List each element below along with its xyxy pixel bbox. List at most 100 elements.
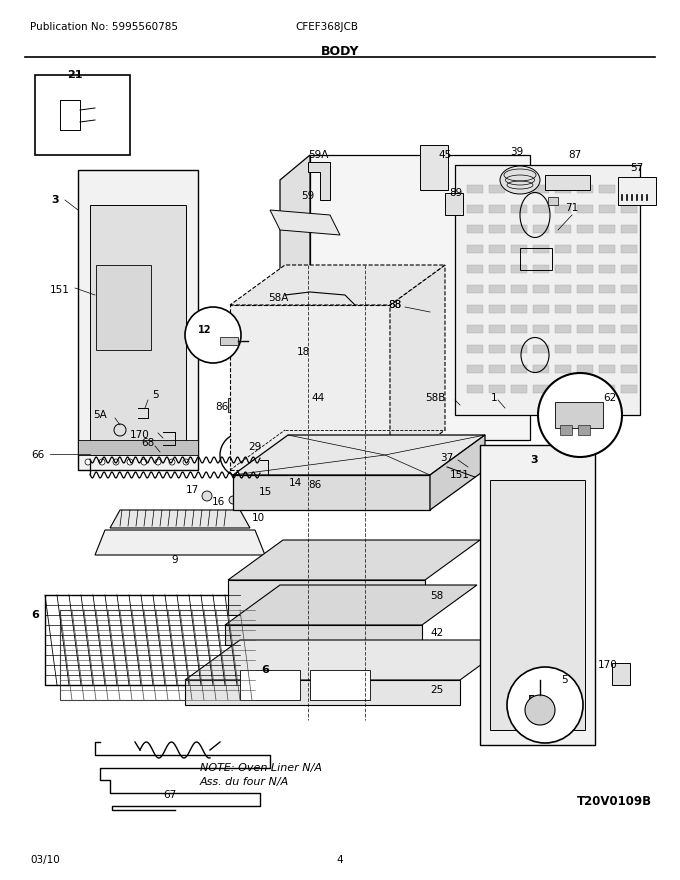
Text: 59: 59 <box>301 191 315 201</box>
Bar <box>599 305 615 313</box>
Text: 10: 10 <box>252 513 265 523</box>
Text: 44: 44 <box>311 393 324 403</box>
Text: 58: 58 <box>430 591 443 601</box>
Bar <box>533 325 549 333</box>
Text: 151: 151 <box>450 470 470 480</box>
Bar <box>599 185 615 193</box>
Bar <box>577 365 593 373</box>
Bar <box>467 285 483 293</box>
Bar <box>599 345 615 353</box>
Text: CFEF368JCB: CFEF368JCB <box>295 22 358 32</box>
Bar <box>533 185 549 193</box>
Bar <box>489 185 505 193</box>
Bar <box>533 305 549 313</box>
Bar <box>225 625 422 645</box>
Polygon shape <box>185 640 515 680</box>
Bar <box>511 285 527 293</box>
Circle shape <box>202 491 212 501</box>
Text: 86: 86 <box>216 402 228 412</box>
Bar <box>618 177 656 205</box>
Bar <box>511 385 527 393</box>
Text: 25: 25 <box>430 685 443 695</box>
Bar <box>577 285 593 293</box>
Text: 29: 29 <box>248 442 262 452</box>
Text: 12: 12 <box>199 325 211 335</box>
Text: 170: 170 <box>130 430 150 440</box>
Bar <box>621 305 637 313</box>
Circle shape <box>183 459 189 465</box>
Text: 170: 170 <box>598 660 618 670</box>
Bar <box>621 205 637 213</box>
Bar <box>467 265 483 273</box>
Bar <box>599 325 615 333</box>
Bar <box>555 205 571 213</box>
Bar <box>78 170 198 470</box>
Bar <box>232 446 244 462</box>
Bar <box>533 345 549 353</box>
Polygon shape <box>233 435 485 475</box>
Text: 18: 18 <box>296 347 309 357</box>
Bar <box>555 245 571 253</box>
Text: 5: 5 <box>152 390 158 400</box>
Text: 59A: 59A <box>308 150 328 160</box>
Bar <box>599 385 615 393</box>
Text: 3: 3 <box>530 455 538 465</box>
Polygon shape <box>228 540 480 580</box>
Bar <box>455 165 640 415</box>
Circle shape <box>155 459 161 465</box>
Text: 88: 88 <box>388 300 402 310</box>
Polygon shape <box>230 265 445 305</box>
Bar <box>467 225 483 233</box>
Text: BODY: BODY <box>321 45 359 58</box>
Text: 6: 6 <box>261 665 269 675</box>
Text: Ass. du four N/A: Ass. du four N/A <box>200 777 289 787</box>
Bar <box>577 345 593 353</box>
Text: 89: 89 <box>449 188 462 198</box>
Ellipse shape <box>500 166 540 194</box>
Text: 45: 45 <box>439 150 452 160</box>
Bar <box>560 425 572 435</box>
Bar <box>533 285 549 293</box>
Bar <box>489 265 505 273</box>
Bar <box>533 225 549 233</box>
Text: 37: 37 <box>441 453 454 463</box>
Bar <box>555 365 571 373</box>
Text: Publication No: 5995560785: Publication No: 5995560785 <box>30 22 178 32</box>
Bar <box>489 205 505 213</box>
Bar <box>599 245 615 253</box>
Bar <box>511 265 527 273</box>
Bar <box>621 285 637 293</box>
Bar <box>420 145 448 190</box>
Circle shape <box>185 307 241 363</box>
Bar <box>533 365 549 373</box>
Bar <box>599 265 615 273</box>
Bar <box>555 385 571 393</box>
Bar <box>599 205 615 213</box>
Bar <box>511 185 527 193</box>
Text: 66: 66 <box>31 450 45 460</box>
Bar <box>533 205 549 213</box>
Circle shape <box>99 459 105 465</box>
Bar <box>489 225 505 233</box>
Bar <box>489 245 505 253</box>
Bar <box>621 365 637 373</box>
Text: 5A: 5A <box>528 695 543 705</box>
Text: 5A: 5A <box>93 410 107 420</box>
Text: 03/10: 03/10 <box>30 855 60 865</box>
Bar <box>310 155 530 440</box>
Polygon shape <box>110 510 250 528</box>
Text: 71: 71 <box>565 203 579 213</box>
Bar <box>545 175 590 190</box>
Bar <box>621 225 637 233</box>
Bar <box>480 445 595 745</box>
Text: 1: 1 <box>491 393 497 403</box>
Text: 42: 42 <box>430 628 443 638</box>
Bar <box>489 385 505 393</box>
Circle shape <box>169 459 175 465</box>
Polygon shape <box>233 475 430 510</box>
Text: 58B: 58B <box>425 393 445 403</box>
Bar <box>467 245 483 253</box>
Bar <box>621 185 637 193</box>
Bar <box>467 345 483 353</box>
Text: 86: 86 <box>308 480 322 490</box>
